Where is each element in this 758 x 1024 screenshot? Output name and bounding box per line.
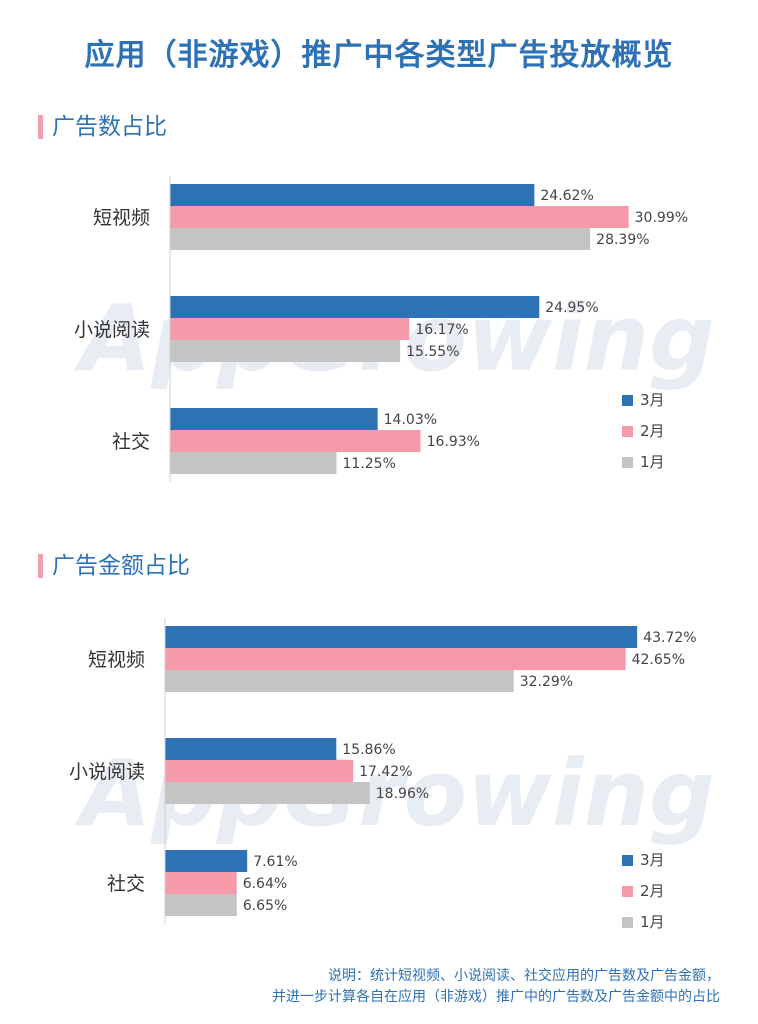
- data-label: 16.93%: [427, 434, 480, 450]
- section-title-ad-count: 广告数占比: [38, 112, 167, 142]
- legend-swatch: [622, 426, 633, 437]
- bar: [165, 782, 370, 804]
- footnote: 说明：统计短视频、小说阅读、社交应用的广告数及广告金额， 并进一步计算各自在应用…: [272, 966, 720, 1008]
- data-label: 30.99%: [635, 210, 688, 226]
- ad-count-chart: AppGrowing24.62%30.99%28.39%短视频24.95%16.…: [0, 170, 758, 500]
- category-label: 社交: [112, 431, 150, 453]
- bar: [170, 430, 421, 452]
- data-label: 24.62%: [540, 188, 593, 204]
- section-title-ad-spend: 广告金额占比: [38, 551, 190, 581]
- bar: [170, 318, 410, 340]
- data-label: 15.86%: [342, 742, 395, 758]
- bar: [170, 452, 337, 474]
- data-label: 6.64%: [243, 876, 287, 892]
- bar: [165, 626, 638, 648]
- legend-swatch: [622, 886, 633, 897]
- bar: [170, 228, 591, 250]
- data-label: 32.29%: [520, 674, 573, 690]
- legend-swatch: [622, 917, 633, 928]
- section-accent-bar: [38, 554, 43, 578]
- legend-label: 3月: [640, 851, 665, 869]
- data-label: 24.95%: [545, 300, 598, 316]
- legend-label: 1月: [640, 913, 665, 931]
- bar-chart-svg: AppGrowing43.72%42.65%32.29%短视频15.86%17.…: [69, 618, 715, 931]
- legend-swatch: [622, 395, 633, 406]
- legend-label: 1月: [640, 453, 665, 471]
- data-label: 42.65%: [632, 652, 685, 668]
- footnote-line-1: 说明：统计短视频、小说阅读、社交应用的广告数及广告金额，: [328, 968, 720, 984]
- bar: [165, 850, 248, 872]
- bar: [165, 648, 626, 670]
- data-label: 11.25%: [343, 456, 396, 472]
- data-label: 18.96%: [376, 786, 429, 802]
- ad-spend-chart: AppGrowing 43.72% 42.65% 32.29% 短视频 15.86% 17.…: [0, 615, 758, 945]
- bar: [165, 738, 337, 760]
- category-label: 小说阅读: [74, 319, 150, 341]
- legend-label: 2月: [640, 422, 665, 440]
- bar: [170, 296, 540, 318]
- legend-label: 2月: [640, 882, 665, 900]
- bar: [170, 184, 535, 206]
- legend-label: 3月: [640, 391, 665, 409]
- category-label: 小说阅读: [69, 761, 145, 783]
- bar: [170, 206, 629, 228]
- bar: [165, 760, 354, 782]
- legend-swatch: [622, 855, 633, 866]
- bar: [165, 670, 514, 692]
- data-label: 6.65%: [243, 898, 287, 914]
- data-label: 43.72%: [643, 630, 696, 646]
- section-title-text: 广告金额占比: [52, 553, 190, 579]
- legend-swatch: [622, 457, 633, 468]
- bar: [165, 872, 237, 894]
- data-label: 16.17%: [415, 322, 468, 338]
- data-label: 15.55%: [406, 344, 459, 360]
- bar-chart-svg: AppGrowing24.62%30.99%28.39%短视频24.95%16.…: [74, 176, 715, 482]
- data-label: 7.61%: [253, 854, 297, 870]
- bar: [170, 340, 401, 362]
- bar: [170, 408, 378, 430]
- category-label: 短视频: [93, 207, 150, 229]
- section-accent-bar: [38, 115, 43, 139]
- page-title: 应用（非游戏）推广中各类型广告投放概览: [84, 38, 674, 73]
- section-title-text: 广告数占比: [52, 114, 167, 140]
- category-label: 社交: [107, 873, 145, 895]
- footnote-line-2: 并进一步计算各自在应用（非游戏）推广中的广告数及广告金额中的占比: [272, 989, 720, 1005]
- data-label: 17.42%: [359, 764, 412, 780]
- data-label: 28.39%: [596, 232, 649, 248]
- category-label: 短视频: [88, 649, 145, 671]
- data-label: 14.03%: [384, 412, 437, 428]
- bar: [165, 894, 237, 916]
